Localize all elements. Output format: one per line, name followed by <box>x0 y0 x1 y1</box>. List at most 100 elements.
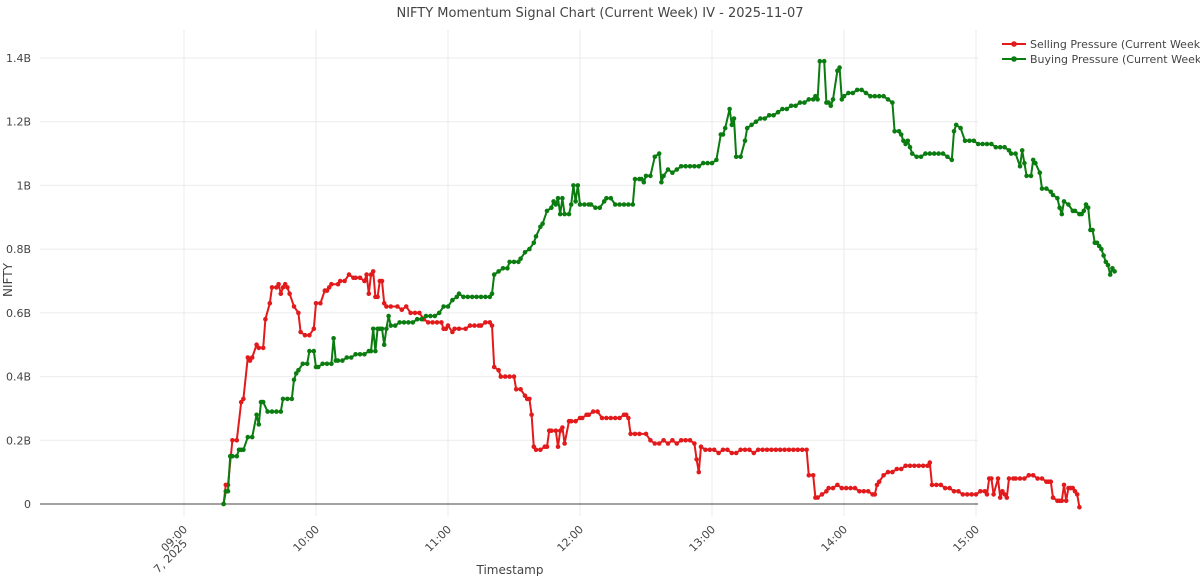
data-point <box>507 259 512 265</box>
data-point <box>749 122 754 128</box>
data-point <box>1008 151 1014 156</box>
data-point <box>967 138 972 144</box>
data-point <box>353 352 358 357</box>
data-point <box>1030 157 1036 163</box>
data-point <box>764 447 770 453</box>
data-point <box>566 211 572 217</box>
data-point <box>731 116 737 121</box>
data-point <box>914 154 919 160</box>
data-point <box>909 151 915 156</box>
data-point <box>984 492 990 497</box>
data-point <box>920 463 926 469</box>
data-point <box>733 450 739 456</box>
data-point <box>997 144 1003 150</box>
data-point <box>1066 202 1071 207</box>
data-point <box>705 160 710 166</box>
data-point <box>703 447 708 453</box>
data-point <box>733 154 739 160</box>
data-point <box>852 485 858 491</box>
data-point <box>945 154 950 160</box>
data-point <box>1044 186 1049 191</box>
data-point <box>947 485 952 491</box>
data-point <box>487 294 493 300</box>
data-point <box>375 294 380 300</box>
y-axis-label: NIFTY <box>1 262 15 297</box>
legend-label: Selling Pressure (Current Week) <box>1030 38 1200 51</box>
data-point <box>344 355 350 360</box>
data-point <box>775 109 781 115</box>
data-point <box>940 151 946 156</box>
data-point <box>626 202 631 207</box>
data-point <box>819 492 825 497</box>
data-point <box>989 476 994 481</box>
data-point <box>522 250 528 255</box>
data-point <box>320 361 325 367</box>
data-point <box>1013 151 1018 156</box>
data-point <box>1059 498 1065 504</box>
data-point <box>604 415 609 421</box>
data-point <box>461 294 466 300</box>
data-point <box>553 428 559 434</box>
legend-item[interactable]: Selling Pressure (Current Week) <box>1002 38 1200 51</box>
data-point <box>241 447 246 453</box>
data-point <box>907 144 913 150</box>
data-point <box>665 441 671 446</box>
data-point <box>324 361 330 367</box>
data-point <box>588 202 594 207</box>
data-point <box>989 141 994 147</box>
data-point <box>700 160 706 166</box>
y-tick-label: 0.2B <box>6 434 31 447</box>
data-point <box>850 90 856 96</box>
data-point <box>467 323 473 328</box>
data-point <box>839 97 845 102</box>
data-point <box>969 492 974 497</box>
data-point <box>544 444 550 450</box>
data-point <box>661 438 666 443</box>
data-point <box>1050 495 1056 500</box>
data-point <box>553 202 559 207</box>
data-point <box>773 447 779 453</box>
data-point <box>450 297 455 303</box>
data-point <box>956 489 961 494</box>
data-point <box>544 208 550 214</box>
data-point <box>254 412 259 418</box>
data-point <box>1112 269 1117 274</box>
data-point <box>744 125 750 131</box>
data-point <box>518 256 523 262</box>
data-point <box>269 409 275 414</box>
data-point <box>815 97 820 102</box>
data-point <box>931 151 937 156</box>
data-point <box>577 202 583 207</box>
data-point <box>1061 199 1067 204</box>
data-point <box>837 65 842 70</box>
data-point <box>751 450 757 456</box>
legend-marker <box>1011 41 1017 47</box>
legend-item[interactable]: Buying Pressure (Current Week) <box>1002 53 1200 66</box>
data-point <box>1048 479 1054 485</box>
data-point <box>410 320 416 325</box>
data-point <box>1024 173 1029 179</box>
data-point <box>962 138 968 144</box>
data-point <box>780 106 785 112</box>
data-point <box>918 154 924 160</box>
data-point <box>366 291 372 297</box>
data-point <box>872 492 878 497</box>
x-tick-label: 12:00 <box>555 523 587 555</box>
data-point <box>857 489 862 494</box>
data-point <box>269 285 275 290</box>
data-point <box>456 291 462 297</box>
data-point <box>445 323 451 328</box>
data-point <box>951 489 957 494</box>
data-point <box>280 396 286 402</box>
data-point <box>225 489 231 494</box>
data-point <box>608 415 614 421</box>
data-point <box>260 345 266 351</box>
data-point <box>291 377 297 383</box>
data-point <box>465 294 471 300</box>
data-point <box>337 278 343 284</box>
legend[interactable]: Selling Pressure (Current Week) Buying Pr… <box>1002 38 1200 66</box>
data-point <box>903 463 908 469</box>
data-point <box>379 326 385 332</box>
data-point <box>901 138 906 144</box>
data-point <box>729 122 735 128</box>
